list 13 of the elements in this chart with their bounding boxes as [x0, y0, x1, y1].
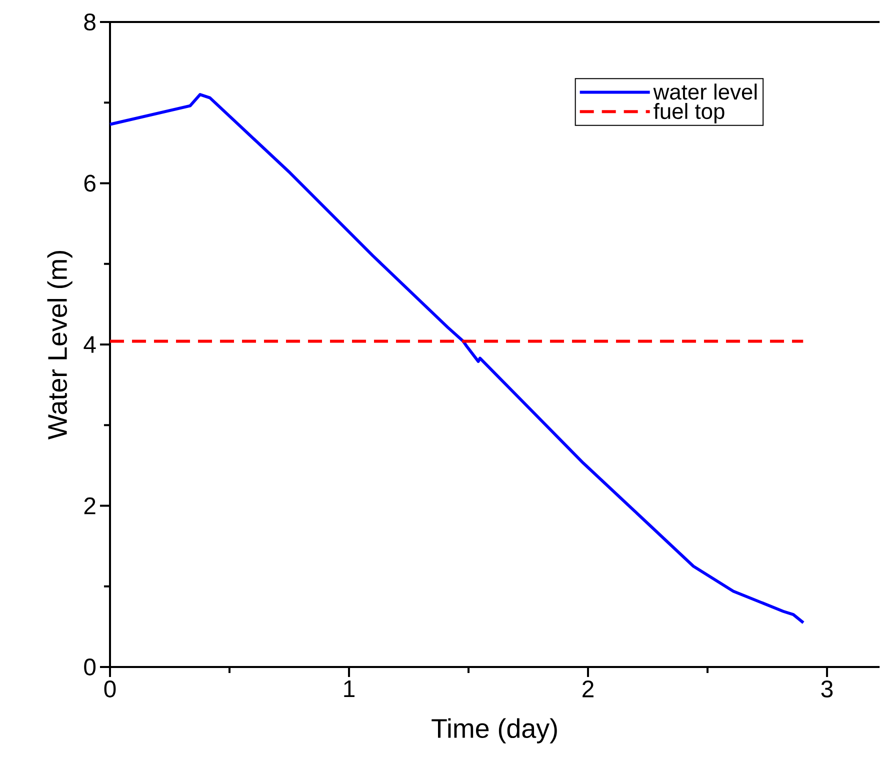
legend-label: water level [653, 84, 757, 100]
x-tick-label: 1 [344, 680, 354, 697]
x-axis-title: Time (day) [432, 718, 557, 744]
legend-label: fuel top [654, 102, 724, 124]
y-tick-label: 4 [84, 336, 96, 353]
y-tick-label: 8 [84, 14, 96, 30]
y-axis-title: Water Level (m) [47, 251, 72, 440]
y-tick-label: 6 [84, 174, 96, 192]
x-tick-label: 3 [821, 680, 833, 698]
y-tick-label: 0 [84, 658, 96, 676]
y-tick-label: 2 [84, 497, 96, 514]
x-tick-label: 2 [582, 680, 594, 698]
x-tick-label: 0 [104, 680, 116, 698]
